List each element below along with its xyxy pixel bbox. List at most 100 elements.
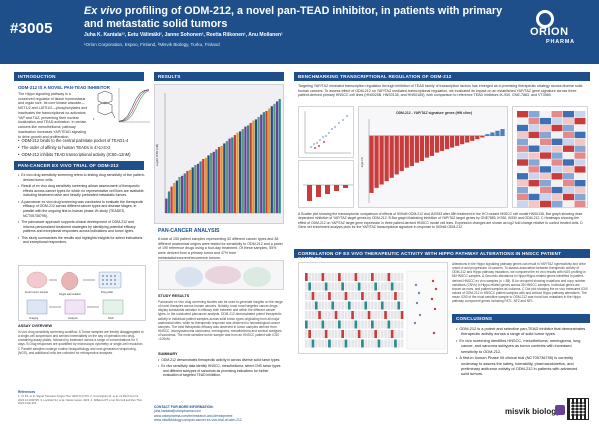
oncoprint-cell xyxy=(400,320,404,329)
heatmap-cell xyxy=(528,131,540,139)
oncoprint-cell xyxy=(354,292,358,300)
signature-bar xyxy=(379,135,384,185)
oncoprint-cell xyxy=(384,292,387,300)
signature-bar xyxy=(414,135,419,163)
oncoprint-cell xyxy=(390,282,394,291)
heatmap-cell xyxy=(551,180,563,187)
oncoprint-cell xyxy=(351,320,354,329)
oncoprint-cell xyxy=(361,301,364,310)
oncoprint-cell xyxy=(387,339,391,348)
oncoprint-cell xyxy=(344,292,348,300)
signature-y-label: log2 FC xyxy=(360,156,364,167)
ic50-bar xyxy=(188,169,192,213)
oncoprint-cell xyxy=(400,282,404,291)
target-gene-bars xyxy=(303,184,353,201)
oncoprint-cell xyxy=(384,273,387,281)
heatmap-cell xyxy=(574,152,586,159)
heatmap-cell xyxy=(528,124,540,132)
oncoprint-cell xyxy=(328,292,331,300)
heatmap-cell xyxy=(551,138,563,145)
heatmap-cell xyxy=(517,111,528,118)
oncoprint-cell xyxy=(334,330,338,338)
oncoprint-cell xyxy=(341,282,344,291)
intro-bullet-1: ODM-212 binds to the central palmitate p… xyxy=(18,138,146,144)
oncoprint-cell xyxy=(328,330,331,338)
oncoprint-cell xyxy=(334,311,338,319)
heatmap-cell xyxy=(574,131,586,139)
ic50-bar xyxy=(215,149,218,213)
oncoprint-cell xyxy=(311,301,315,310)
qr-code-icon[interactable] xyxy=(567,398,589,420)
heatmap-cell xyxy=(551,159,563,166)
ic50-bar xyxy=(183,173,186,213)
oncoprint-cell xyxy=(331,320,335,329)
study-results-body: Pancancer ex vivo drug screening studies… xyxy=(158,300,283,342)
oncoprint-cell xyxy=(305,292,308,300)
poster-affiliations: ¹Orion Corporation, Espoo, Finland, ²Mis… xyxy=(84,42,220,47)
oncoprint-cell xyxy=(338,273,341,281)
oncoprint-cell xyxy=(361,330,364,338)
oncoprint-cell xyxy=(357,301,361,310)
heatmap-cell xyxy=(540,180,551,187)
assay-label-3: Drug plate xyxy=(101,290,114,294)
heatmap-cell xyxy=(563,152,574,159)
benchmark-panel-d xyxy=(512,106,588,208)
oncoprint-cell xyxy=(314,320,318,329)
references: 1. Yu FX, et al. Signal Transduct Target… xyxy=(18,395,143,406)
oncoprint-cell xyxy=(321,320,325,329)
oncoprint-cell xyxy=(321,330,325,338)
oncoprint-cell xyxy=(344,301,348,310)
oncoprint-cell xyxy=(347,311,351,319)
signature-bar xyxy=(480,135,485,138)
pancancer-bullet-2: Result of ex vivo drug sensitivity scree… xyxy=(18,184,146,198)
contact-link-orion[interactable]: www.orionpharma.com/en/research-and-deve… xyxy=(154,413,233,418)
ic50-bar xyxy=(252,120,255,213)
contact-block: CONTACT FOR MORE INFORMATION: juha.kanta… xyxy=(154,405,242,423)
heatmap-cell xyxy=(517,186,528,194)
heatmap-cell xyxy=(540,117,551,125)
oncoprint-cell xyxy=(324,339,328,348)
oncoprint-cell xyxy=(324,330,328,338)
oncoprint-cell xyxy=(321,282,325,291)
oncoprint-cell xyxy=(361,311,364,319)
ic50-bar xyxy=(165,198,168,213)
orion-logo-sub: PHARMA xyxy=(546,39,575,45)
ic50-bar xyxy=(212,151,215,213)
sample-origin-graphic xyxy=(158,260,284,290)
ic50-bar xyxy=(210,153,213,213)
oncoprint-cell xyxy=(397,273,401,281)
heatmap-cell xyxy=(517,145,528,152)
heatmap-cell xyxy=(574,145,586,152)
oncoprint-cell xyxy=(341,339,344,348)
signature-bar xyxy=(475,135,480,140)
oncoprint-cell xyxy=(400,292,404,300)
intro-subheading: ODM-212 IS A NOVEL PAN-TEAD INHIBITOR xyxy=(18,85,110,90)
signature-bar xyxy=(490,132,495,136)
signature-bar xyxy=(404,135,409,168)
oncoprint-cell xyxy=(357,292,361,300)
heatmap-cell xyxy=(517,173,528,180)
oncoprint-cell xyxy=(314,339,318,348)
introduction-heading: INTRODUCTION xyxy=(14,72,144,81)
summary-bullet-1: ODM-212 demonstrates therapeutic activit… xyxy=(158,358,284,363)
ic50-bar xyxy=(220,145,223,213)
heatmap-cell xyxy=(528,117,540,125)
contact-email[interactable]: juha.kantala@orionpharma.com xyxy=(154,409,201,414)
oncoprint-cell xyxy=(384,330,387,338)
oncoprint-cell xyxy=(347,320,351,329)
oncoprint-cell xyxy=(367,339,371,348)
heatmap-cell xyxy=(563,117,574,125)
oncoprint-cell xyxy=(331,330,335,338)
signature-bar xyxy=(434,135,440,153)
oncoprint-cell xyxy=(400,330,404,338)
oncoprint-cell xyxy=(354,330,358,338)
oncoprint-cell xyxy=(344,282,348,291)
signature-bar xyxy=(455,135,460,146)
heatmap-cell xyxy=(540,159,551,166)
signature-bar xyxy=(449,135,455,148)
oncoprint-cell xyxy=(390,292,394,300)
heatmap-cell xyxy=(528,180,540,187)
summary-heading: SUMMARY xyxy=(158,352,178,356)
oncoprint-cell xyxy=(361,320,364,329)
contact-link-misvik[interactable]: www.misvikbiology.com/pan-cancer-ex-vivo… xyxy=(154,418,242,423)
